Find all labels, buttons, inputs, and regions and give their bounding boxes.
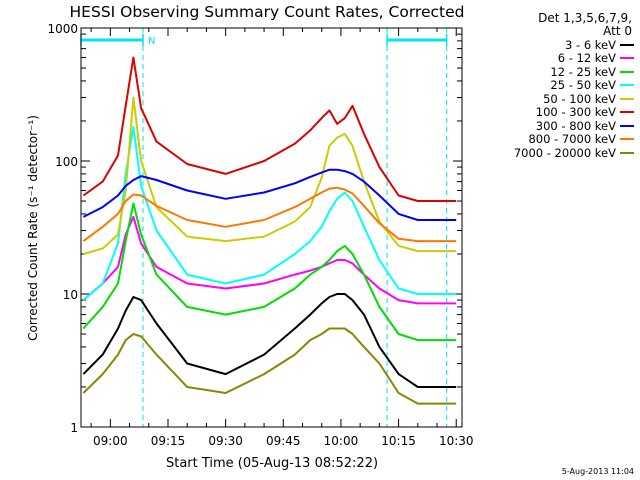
series-line	[82, 327, 457, 405]
legend-swatch	[620, 124, 634, 127]
x-tick-label: 10:30	[439, 434, 474, 448]
legend-item: 300 - 800 keV	[492, 119, 638, 133]
legend-detectors: Det 1,3,5,6,7,9,	[538, 11, 632, 25]
y-axis-label: Corrected Count Rate (s⁻¹ detector⁻¹)	[26, 115, 40, 341]
legend-item: 7000 - 20000 keV	[492, 146, 638, 160]
y-tick-label: 1	[70, 421, 78, 435]
legend-swatch	[620, 151, 634, 154]
legend: Det 1,3,5,6,7,9, Att 0 3 - 6 keV 6 - 12 k…	[492, 12, 638, 160]
x-tick-label: 10:15	[381, 434, 416, 448]
legend-label: 50 - 100 keV	[543, 91, 616, 106]
legend-swatch	[620, 70, 634, 73]
x-tick-label: 09:15	[151, 434, 186, 448]
legend-item: 800 - 7000 keV	[492, 132, 638, 147]
chart-title: HESSI Observing Summary Count Rates, Cor…	[70, 3, 465, 21]
timestamp: 5-Aug-2013 11:04	[561, 467, 634, 476]
series-line	[82, 56, 457, 202]
x-axis-label: Start Time (05-Aug-13 08:52:22)	[166, 456, 378, 471]
legend-item: 6 - 12 keV	[492, 51, 638, 66]
legend-label: 7000 - 20000 keV	[513, 145, 616, 160]
plot-frame	[80, 27, 463, 428]
series-line	[82, 168, 457, 221]
legend-swatch	[620, 57, 634, 60]
legend-attenuator: Att 0	[603, 24, 632, 38]
x-tick-label: 09:45	[266, 434, 301, 448]
legend-label: 3 - 6 keV	[565, 37, 616, 52]
legend-label: 800 - 7000 keV	[528, 132, 616, 147]
x-tick-label: 10:00	[324, 434, 359, 448]
y-tick-label: 100	[55, 155, 78, 169]
legend-item: 3 - 6 keV	[492, 38, 638, 52]
x-tick-label: 09:00	[93, 434, 128, 448]
series-line	[82, 186, 457, 243]
legend-swatch	[620, 84, 634, 87]
legend-swatch	[620, 97, 634, 100]
legend-label: 6 - 12 keV	[557, 51, 616, 66]
legend-item: 12 - 25 keV	[492, 65, 638, 79]
legend-swatch	[620, 43, 634, 46]
legend-item: 25 - 50 keV	[492, 78, 638, 93]
series-line	[82, 126, 457, 301]
y-tick-label: 1000	[47, 22, 78, 36]
legend-label: 25 - 50 keV	[550, 78, 616, 93]
legend-item: 50 - 100 keV	[492, 92, 638, 106]
series-line	[82, 293, 457, 388]
y-tick-label: 10	[63, 288, 78, 302]
series-line	[82, 215, 457, 305]
legend-swatch	[620, 111, 634, 114]
legend-item: 100 - 300 keV	[492, 105, 638, 120]
series-line	[82, 202, 457, 342]
flag-label: N	[148, 36, 155, 47]
legend-label: 100 - 300 keV	[535, 105, 616, 120]
x-tick-label: 09:30	[208, 434, 243, 448]
legend-swatch	[620, 138, 634, 141]
legend-label: 300 - 800 keV	[535, 118, 616, 133]
legend-label: 12 - 25 keV	[550, 64, 616, 79]
